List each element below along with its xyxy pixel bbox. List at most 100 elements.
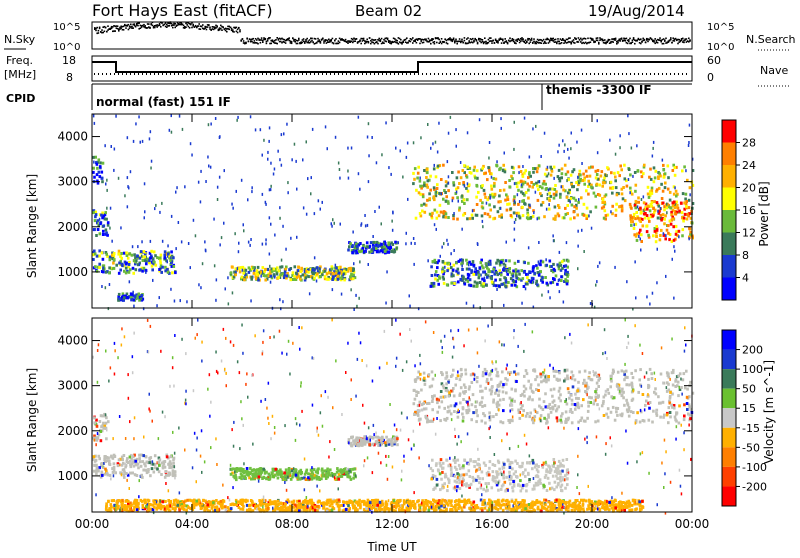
nsky-point	[168, 25, 170, 27]
heatmap-cell	[182, 128, 184, 131]
heatmap-cell	[480, 486, 483, 489]
heatmap-cell	[431, 408, 434, 411]
nsky-point	[159, 23, 161, 25]
heatmap-cell	[293, 275, 296, 278]
heatmap-cell	[138, 457, 141, 460]
heatmap-cell	[628, 132, 630, 135]
heatmap-cell	[489, 172, 492, 175]
heatmap-cell	[684, 386, 687, 389]
nsky-point	[206, 29, 208, 31]
heatmap-cell	[508, 267, 511, 270]
heatmap-cell	[619, 146, 621, 149]
power-heatmap	[92, 114, 694, 311]
heatmap-cell	[453, 212, 455, 215]
heatmap-cell	[565, 273, 568, 276]
heatmap-cell	[593, 192, 596, 195]
heatmap-cell	[332, 218, 334, 221]
heatmap-cell	[460, 161, 462, 164]
heatmap-cell	[529, 156, 531, 159]
heatmap-cell	[327, 278, 330, 281]
heatmap-cell	[558, 206, 561, 209]
nsky-point	[462, 42, 464, 44]
heatmap-cell	[283, 471, 286, 474]
heatmap-cell	[448, 132, 450, 135]
heatmap-cell	[476, 380, 479, 383]
heatmap-cell	[655, 235, 658, 238]
heatmap-cell	[521, 302, 523, 305]
heatmap-cell	[389, 247, 392, 250]
heatmap-cell	[514, 221, 516, 224]
nsky-point	[644, 39, 646, 41]
heatmap-cell	[272, 475, 275, 478]
heatmap-cell	[372, 235, 374, 238]
heatmap-cell	[678, 422, 681, 425]
heatmap-cell	[638, 235, 640, 238]
nsky-point	[477, 43, 479, 45]
heatmap-cell	[433, 282, 436, 285]
nsky-point	[231, 28, 233, 30]
heatmap-cell	[499, 200, 502, 203]
heatmap-cell	[675, 225, 678, 228]
heatmap-cell	[286, 123, 288, 126]
heatmap-cell	[689, 414, 692, 417]
heatmap-cell	[376, 440, 379, 443]
heatmap-cell	[493, 205, 496, 208]
heatmap-cell	[144, 216, 146, 219]
heatmap-cell	[618, 205, 621, 208]
heatmap-cell	[249, 467, 252, 470]
heatmap-cell	[149, 474, 152, 477]
heatmap-cell	[257, 279, 260, 282]
heatmap-cell	[420, 389, 423, 392]
heatmap-cell	[400, 149, 402, 152]
heatmap-cell	[615, 410, 618, 413]
heatmap-cell	[508, 185, 511, 188]
heatmap-cell	[339, 168, 341, 171]
nsky-point	[456, 43, 458, 45]
heatmap-cell	[628, 406, 631, 409]
heatmap-cell	[431, 459, 434, 462]
nsearch-tick-top: 10^5	[707, 22, 734, 33]
heatmap-cell	[643, 164, 646, 167]
heatmap-cell	[294, 143, 296, 146]
heatmap-cell	[348, 177, 350, 180]
nsky-point	[476, 39, 478, 41]
heatmap-cell	[478, 276, 481, 279]
nsky-point	[148, 23, 150, 25]
nsky-point	[428, 38, 430, 40]
heatmap-cell	[615, 186, 618, 189]
nsky-point	[387, 38, 389, 40]
heatmap-cell	[566, 241, 568, 244]
heatmap-cell	[461, 265, 463, 268]
heatmap-cell	[688, 199, 691, 202]
heatmap-cell	[125, 251, 128, 254]
heatmap-cell	[482, 220, 484, 223]
heatmap-cell	[324, 270, 327, 273]
nsky-point	[309, 39, 311, 41]
heatmap-cell	[662, 159, 664, 162]
heatmap-cell	[633, 223, 635, 226]
nsky-point	[156, 26, 158, 28]
heatmap-cell	[637, 196, 640, 199]
heatmap-cell	[276, 272, 279, 275]
heatmap-cell	[198, 181, 200, 184]
heatmap-cell	[204, 240, 206, 243]
heatmap-cell	[232, 291, 234, 294]
nsky-point	[96, 27, 98, 29]
heatmap-cell	[107, 221, 110, 224]
nsky-point	[688, 38, 690, 40]
heatmap-cell	[685, 193, 688, 196]
nsky-point	[117, 25, 119, 27]
heatmap-cell	[128, 263, 131, 266]
nsky-point	[237, 32, 239, 34]
heatmap-cell	[100, 463, 103, 466]
heatmap-cell	[526, 372, 529, 375]
nsky-point	[335, 38, 337, 40]
heatmap-cell	[413, 237, 415, 240]
heatmap-cell	[422, 195, 425, 198]
heatmap-cell	[553, 375, 556, 378]
heatmap-cell	[514, 200, 516, 203]
heatmap-cell	[295, 474, 298, 477]
heatmap-cell	[507, 281, 510, 284]
heatmap-cell	[664, 172, 667, 175]
heatmap-cell	[648, 407, 651, 410]
